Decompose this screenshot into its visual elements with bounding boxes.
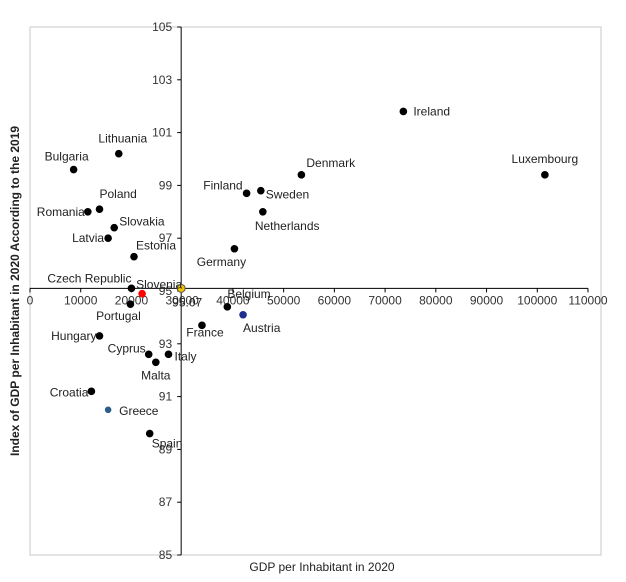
y-tick-labels: 85 87 89 91 93 95 97 99 101 103 105 (152, 20, 172, 562)
point-label: Austria (243, 321, 281, 335)
x-tick-label: 70000 (368, 293, 402, 307)
point-label: Portugal (96, 309, 141, 323)
point-label: Netherlands (255, 219, 320, 233)
point-label: Hungary (51, 329, 96, 343)
x-tick-label: 40000 (216, 293, 250, 307)
data-point (114, 149, 123, 158)
data-point (145, 429, 154, 438)
data-point (239, 310, 247, 319)
y-tick-label: 97 (159, 231, 173, 245)
data-point (259, 208, 267, 216)
y-tick-label: 101 (152, 126, 172, 140)
data-point (103, 405, 113, 415)
point-label: Malta (141, 368, 171, 382)
data-point (104, 234, 112, 242)
point-label: Germany (197, 255, 246, 269)
data-point (230, 244, 239, 253)
point-label: France (186, 325, 224, 339)
y-tick-label: 85 (159, 548, 173, 562)
data-points (69, 107, 549, 438)
data-point (223, 303, 232, 311)
point-labels: Ireland Luxembourg Denmark Finland Sweden Net… (37, 104, 578, 450)
point-label: Romania (37, 205, 85, 219)
x-axis-title: GDP per Inhabitant in 2020 (249, 560, 395, 574)
data-point (399, 107, 408, 116)
point-label: Finland (203, 178, 242, 192)
point-label: Bulgaria (45, 150, 89, 164)
point-label: Luxembourg (512, 152, 579, 166)
data-point (198, 321, 206, 330)
x-tick-label: 100000 (517, 293, 557, 307)
y-tick-label: 99 (159, 178, 173, 192)
point-label: Poland (99, 187, 136, 201)
x-tick-label: 50000 (267, 293, 301, 307)
data-point (130, 252, 138, 261)
data-point (176, 283, 186, 293)
x-tick-labels: 0 10000 20000 30000 40000 50000 60000 70000 8000… (27, 293, 608, 307)
point-label: Estonia (136, 239, 176, 253)
point-label: Czech Republic (47, 271, 131, 285)
data-point (95, 332, 104, 340)
data-point (541, 171, 549, 179)
point-label: Lithuania (98, 132, 147, 146)
point-label: Ireland (413, 104, 450, 118)
x-tick-label: 20000 (115, 293, 149, 307)
y-tick-label: 91 (159, 390, 173, 404)
data-point (95, 205, 104, 213)
point-label: Slovakia (119, 215, 165, 229)
point-label: Greece (119, 404, 159, 418)
point-label: Italy (174, 349, 196, 363)
point-label: Spain (152, 437, 183, 451)
data-point (152, 358, 160, 367)
x-tick-label: 60000 (318, 293, 352, 307)
x-tick-label: 80000 (419, 293, 453, 307)
data-point (164, 350, 173, 359)
point-label: Croatia (50, 385, 89, 399)
x-tick-label: 30000 (165, 293, 199, 307)
y-axis-title: Index of GDP per Inhabitant in 2020 Acco… (8, 126, 22, 456)
plot-area-border (29, 26, 602, 556)
axes (29, 26, 589, 556)
y-tick-label: 87 (159, 495, 173, 509)
x-tick-label: 110000 (568, 293, 607, 307)
point-value-label: 95.07 (172, 295, 202, 309)
data-point (138, 289, 146, 298)
y-tick-label: 93 (159, 337, 173, 351)
x-tick-label: 10000 (64, 293, 98, 307)
point-label: Sweden (266, 188, 309, 202)
point-label: Cyprus (108, 341, 146, 355)
y-tick-label: 89 (159, 442, 173, 456)
point-label: Denmark (306, 156, 356, 170)
data-point (257, 186, 265, 195)
data-point (110, 223, 119, 232)
data-point (69, 165, 78, 174)
data-point (144, 350, 153, 359)
data-point (87, 387, 96, 396)
y-tick-label: 105 (152, 20, 172, 34)
point-label: Slovenia (136, 278, 182, 292)
point-label: Belgium (227, 287, 270, 301)
data-point (297, 171, 306, 179)
y-tick-label: 95 (159, 284, 173, 298)
y-tick-label: 103 (152, 73, 172, 87)
data-point (242, 189, 251, 198)
data-point (126, 300, 135, 309)
data-point (127, 284, 136, 293)
data-point (84, 208, 92, 216)
point-label: Latvia (72, 231, 104, 245)
x-tick-label: 90000 (470, 293, 504, 307)
x-tick-label: 0 (27, 293, 34, 307)
